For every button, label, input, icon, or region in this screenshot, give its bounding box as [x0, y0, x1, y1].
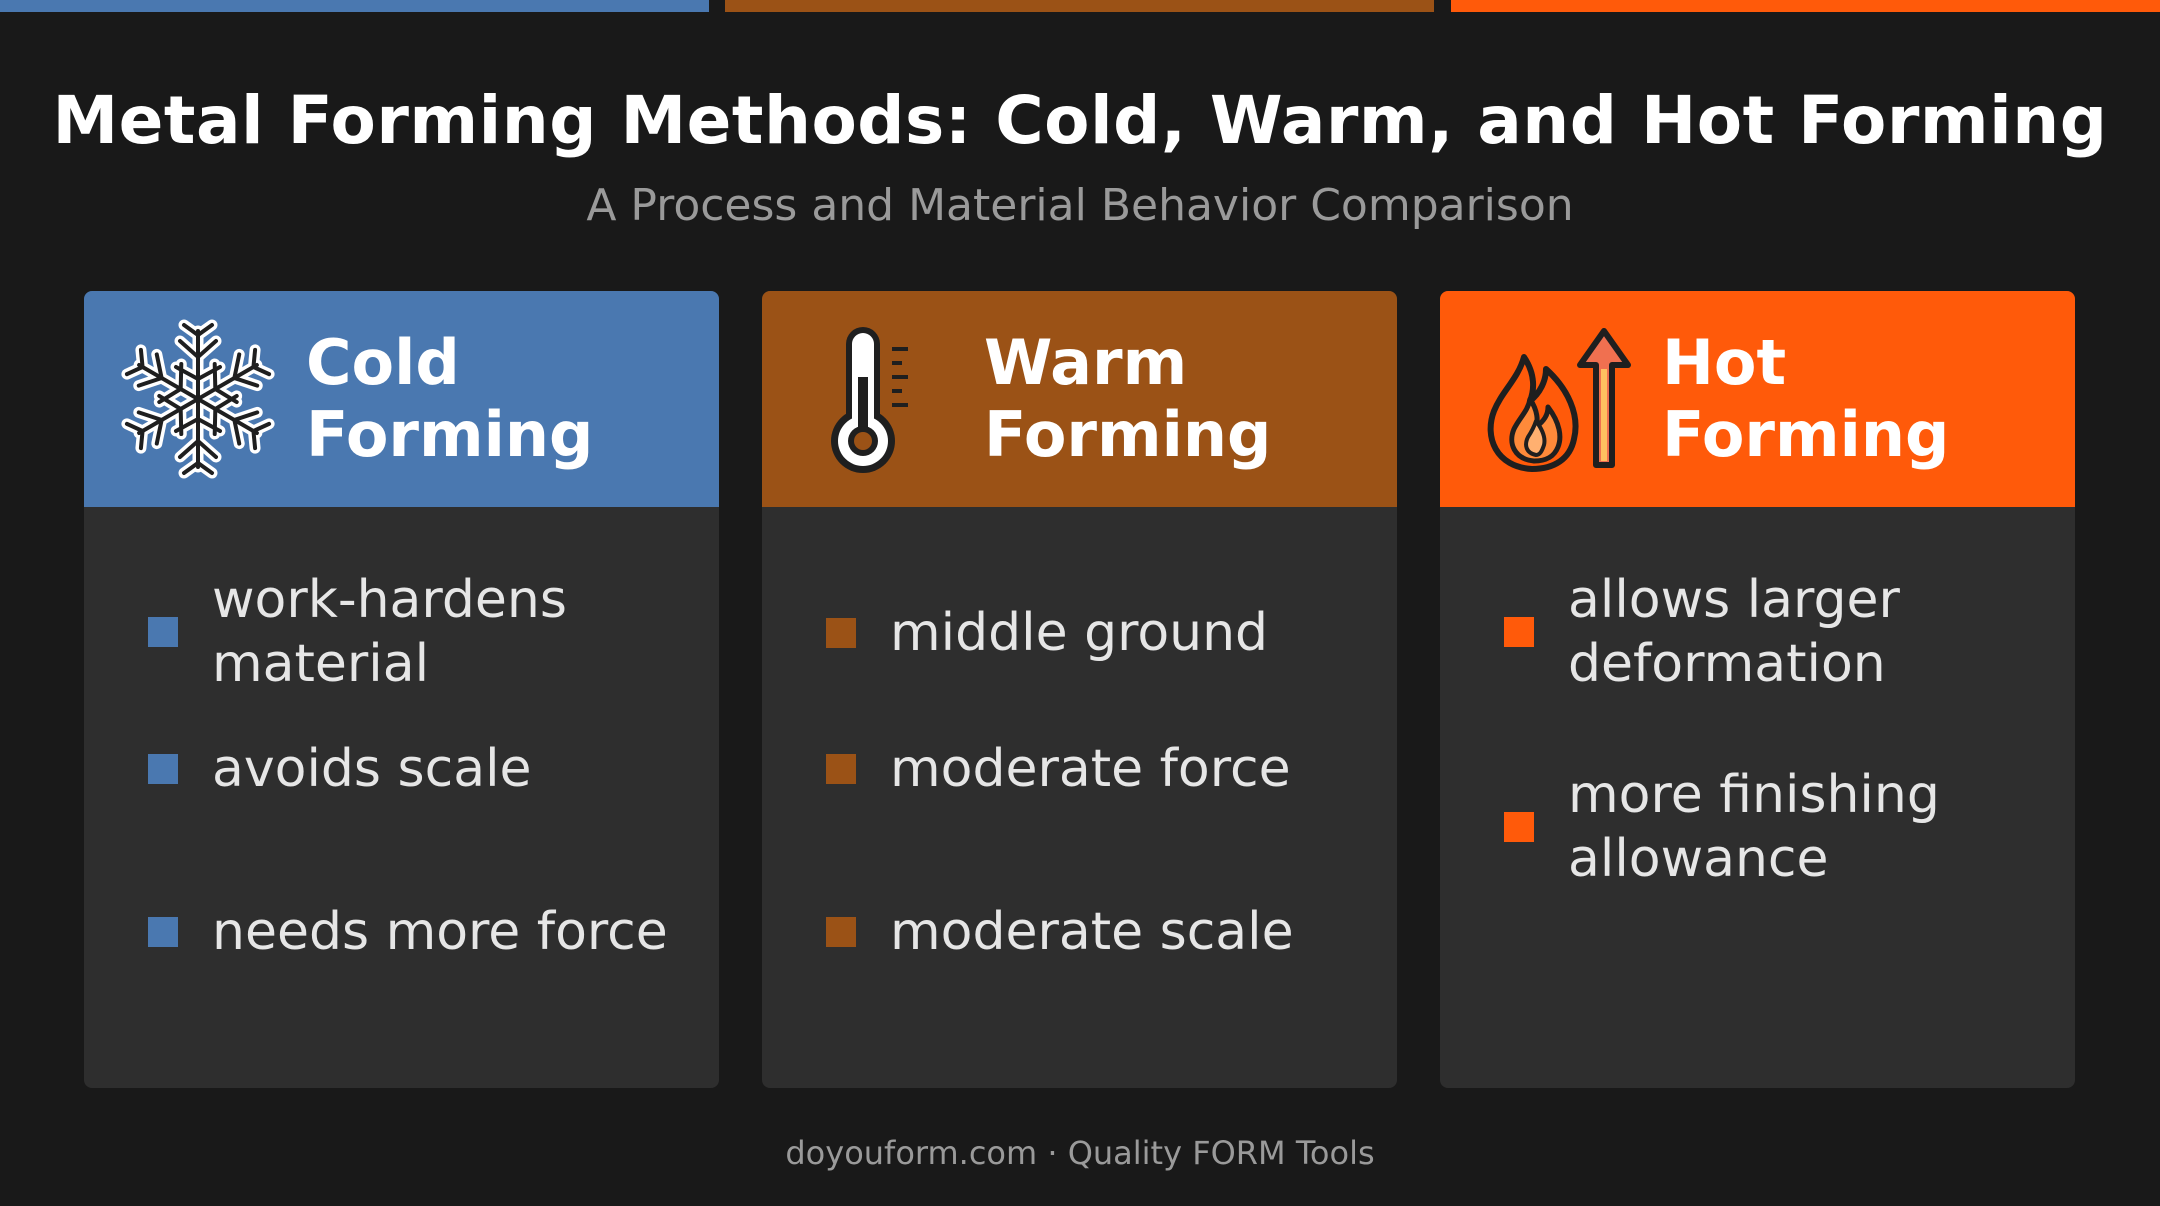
list-item: moderate scale: [762, 900, 1397, 964]
cold-title-line1: Cold: [306, 326, 460, 399]
list-item-text: allows larger deformation: [1568, 570, 1900, 694]
cold-card-title: Cold Forming: [306, 327, 706, 471]
list-item: work-hardens material: [84, 567, 719, 697]
thermometer-icon: [798, 319, 958, 479]
list-item-text: more finishing allowance: [1568, 765, 1940, 889]
hot-card-title: Hot Forming: [1662, 327, 2062, 471]
cold-forming-card: Cold Forming work-hardens material avoid…: [84, 291, 719, 1088]
hot-accent-bar: [1451, 0, 2160, 12]
cold-accent-bar: [0, 0, 709, 12]
list-item: more finishing allowance: [1440, 762, 2075, 892]
square-bullet-icon: [826, 618, 856, 648]
hot-title-line2: Forming: [1662, 398, 1950, 471]
footer-credit: doyouform.com · Quality FORM Tools: [785, 1134, 1375, 1172]
cold-title-line2: Forming: [306, 398, 594, 471]
warm-title-line1: Warm: [984, 326, 1188, 399]
page-title: Metal Forming Methods: Cold, Warm, and H…: [52, 82, 2108, 159]
square-bullet-icon: [1504, 812, 1534, 842]
square-bullet-icon: [826, 917, 856, 947]
list-item: needs more force: [84, 900, 719, 964]
warm-forming-card: Warm Forming middle ground moderate forc…: [762, 291, 1397, 1088]
flame-arrow-icon: [1476, 319, 1636, 479]
page-subtitle: A Process and Material Behavior Comparis…: [586, 180, 1574, 231]
hot-card-header: Hot Forming: [1440, 291, 2075, 507]
warm-accent-bar: [725, 0, 1434, 12]
list-item-text: avoids scale: [212, 739, 532, 799]
list-item-text: moderate force: [890, 739, 1291, 799]
list-item-text: middle ground: [890, 603, 1269, 663]
warm-title-line2: Forming: [984, 398, 1272, 471]
list-item: middle ground: [762, 601, 1397, 665]
list-item-text: needs more force: [212, 902, 668, 962]
square-bullet-icon: [148, 617, 178, 647]
hot-title-line1: Hot: [1662, 326, 1787, 399]
hot-forming-card: Hot Forming allows larger deformation mo…: [1440, 291, 2075, 1088]
square-bullet-icon: [1504, 617, 1534, 647]
list-item: avoids scale: [84, 737, 719, 801]
list-item-text: work-hardens material: [212, 570, 567, 694]
list-item: moderate force: [762, 737, 1397, 801]
snowflake-icon: [120, 319, 280, 479]
list-item-text: moderate scale: [890, 902, 1294, 962]
list-item: allows larger deformation: [1440, 567, 2075, 697]
square-bullet-icon: [148, 917, 178, 947]
warm-card-header: Warm Forming: [762, 291, 1397, 507]
warm-card-title: Warm Forming: [984, 327, 1384, 471]
square-bullet-icon: [826, 754, 856, 784]
square-bullet-icon: [148, 754, 178, 784]
cold-card-header: Cold Forming: [84, 291, 719, 507]
